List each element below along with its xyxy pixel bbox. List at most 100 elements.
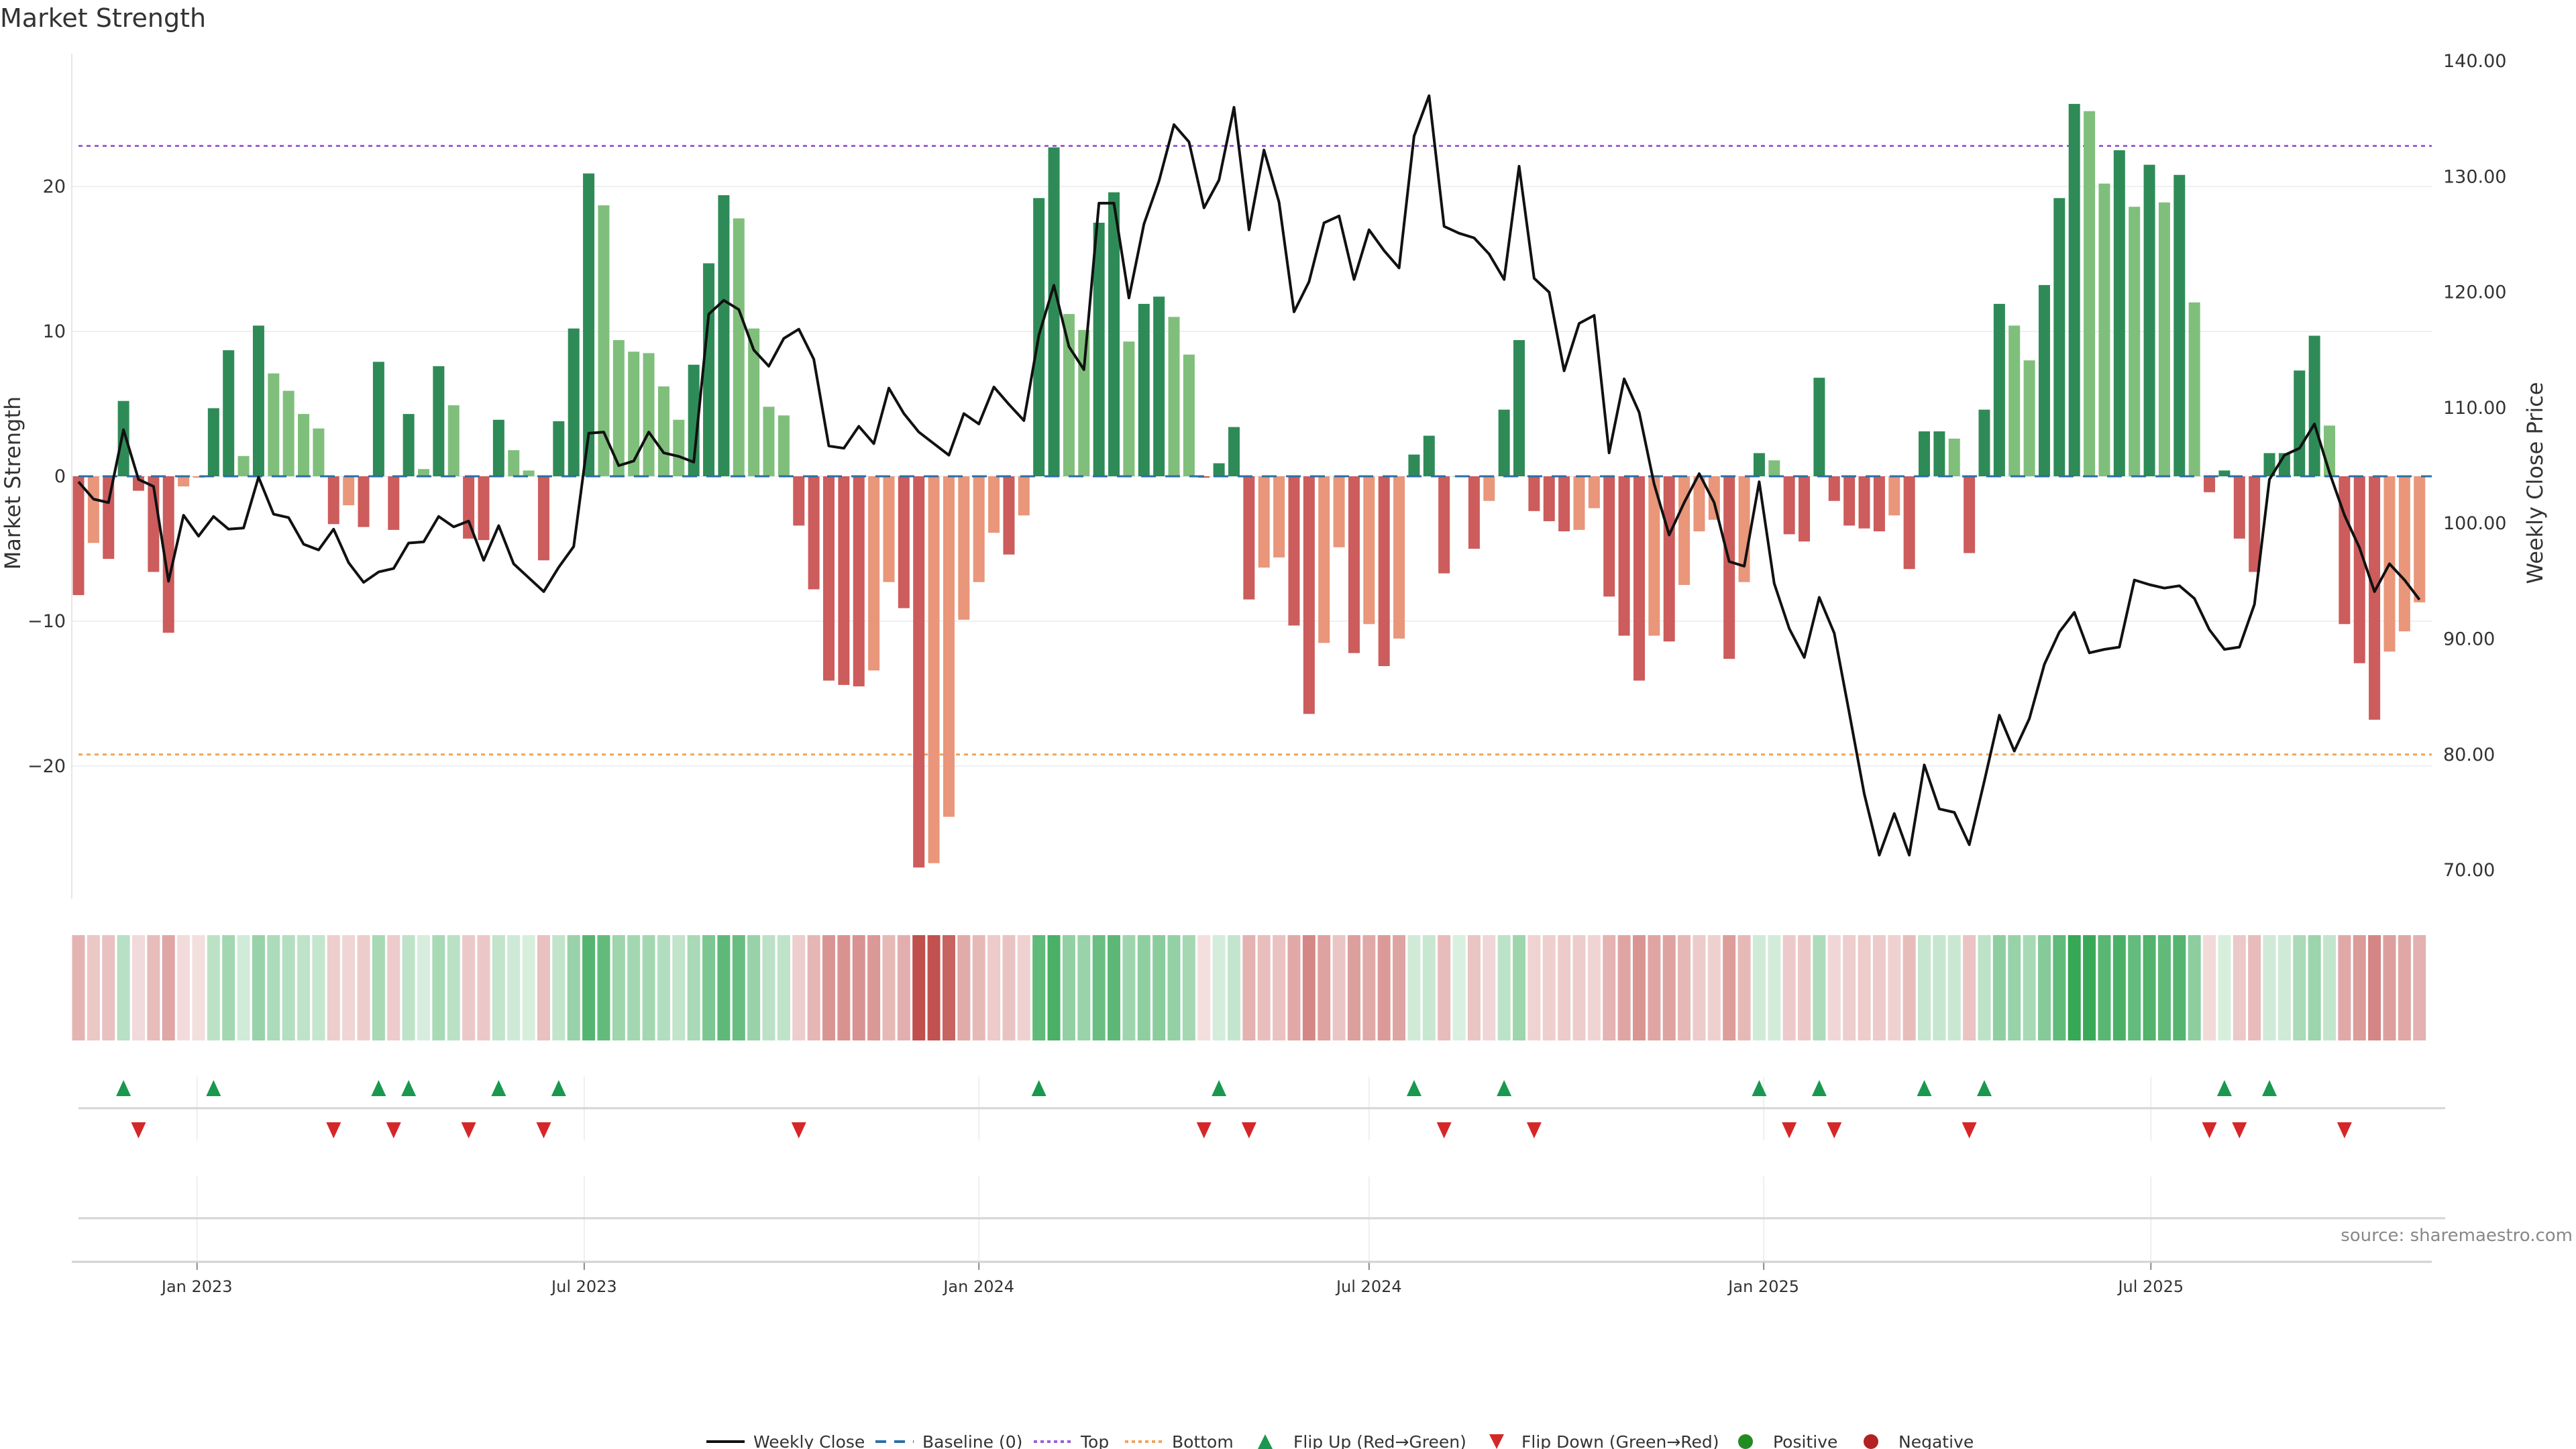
heatmap-cell: [732, 935, 745, 1040]
heatmap-cell: [402, 935, 415, 1040]
positive-bar: [703, 263, 715, 476]
heatmap-cell: [1617, 935, 1631, 1040]
positive-bar: [2263, 453, 2275, 476]
positive-bar: [1093, 223, 1105, 476]
positive-bar: [1513, 339, 1525, 476]
heatmap-cell: [747, 935, 761, 1040]
positive-bar: [673, 419, 685, 476]
negative-bar: [1573, 476, 1585, 530]
heatmap-cell: [1737, 935, 1751, 1040]
x-tick-label: Jan 2024: [942, 1277, 1014, 1296]
heatmap-cell: [1242, 935, 1256, 1040]
heatmap-cell: [927, 935, 941, 1040]
heatmap-cell: [1167, 935, 1181, 1040]
heatmap-cell: [1513, 935, 1526, 1040]
y2-tick-label: 100.00: [2443, 513, 2506, 534]
positive-bar: [718, 195, 730, 476]
negative-bar: [1018, 476, 1030, 516]
heatmap-cell: [2383, 935, 2396, 1040]
positive-bar: [418, 469, 430, 476]
heatmap-cell: [1438, 935, 1451, 1040]
heatmap-cell: [387, 935, 400, 1040]
heatmap-cell: [837, 935, 851, 1040]
heatmap-cell: [1632, 935, 1646, 1040]
heatmap-cell: [432, 935, 445, 1040]
negative-bar: [1723, 476, 1735, 659]
y-tick-label: −20: [28, 756, 66, 777]
heatmap-cell: [327, 935, 340, 1040]
heatmap-cell: [1002, 935, 1016, 1040]
heatmap-cell: [2112, 935, 2126, 1040]
flip-up-marker: [1212, 1080, 1227, 1096]
positive-bar: [2098, 183, 2110, 476]
negative-bar: [1243, 476, 1255, 600]
positive-bar: [598, 205, 610, 476]
strength-bars: [72, 103, 2432, 868]
heatmap-cell: [2188, 935, 2201, 1040]
heatmap-cell: [1662, 935, 1676, 1040]
flip-down-marker: [2232, 1122, 2247, 1138]
heatmap-cell: [702, 935, 716, 1040]
positive-bar: [657, 386, 669, 476]
positive-bar: [1063, 314, 1075, 476]
negative-bar: [1288, 476, 1300, 626]
positive-bar: [1138, 303, 1150, 476]
heatmap-cell: [1287, 935, 1301, 1040]
heatmap-cell: [2413, 935, 2426, 1040]
negative-bar: [2353, 476, 2365, 663]
negative-bar: [1528, 476, 1540, 511]
heatmap-cell: [102, 935, 115, 1040]
heatmap-cell: [252, 935, 265, 1040]
heatmap-cell: [1798, 935, 1811, 1040]
positive-bar: [553, 421, 565, 476]
heatmap-cell: [1407, 935, 1421, 1040]
negative-bar: [2369, 476, 2381, 720]
positive-bar: [282, 390, 294, 476]
heatmap-cell: [207, 935, 220, 1040]
heatmap-cell: [1527, 935, 1541, 1040]
x-axis: Jan 2023 Jul 2023 Jan 2024 Jul 2024 Jan 2025…: [72, 1260, 2432, 1296]
flip-down-marker: [791, 1122, 806, 1138]
flip-down-icon: [1489, 1434, 1504, 1449]
y2-axis-title: Weekly Close Price: [2522, 382, 2548, 584]
positive-bar: [748, 328, 760, 476]
heatmap-cell: [1963, 935, 1976, 1040]
heatmap-cell: [357, 935, 370, 1040]
positive-bar: [2068, 103, 2080, 476]
flip-down-marker: [461, 1122, 476, 1138]
heatmap-cell: [717, 935, 731, 1040]
negative-bar: [1438, 476, 1450, 574]
heatmap-cell: [2338, 935, 2351, 1040]
heatmap-cell: [2023, 935, 2036, 1040]
heatmap-cell: [942, 935, 955, 1040]
heatmap-cell: [147, 935, 160, 1040]
heatmap-cell: [522, 935, 535, 1040]
negative-bar: [1588, 476, 1600, 508]
positive-bar: [1213, 463, 1225, 476]
heatmap-cell: [177, 935, 191, 1040]
weekly-close-line: [77, 94, 2421, 857]
y-tick-label: 0: [54, 466, 66, 487]
heatmap-cell: [417, 935, 431, 1040]
negative-bar: [1348, 476, 1360, 653]
heatmap-cell: [2053, 935, 2066, 1040]
heatmap-cell: [1752, 935, 1766, 1040]
heatmap-cell: [1843, 935, 1856, 1040]
negative-bar: [943, 476, 955, 817]
heatmap-cell: [2353, 935, 2366, 1040]
y2-tick-label: 110.00: [2443, 398, 2506, 419]
chart-title: Market Strength: [0, 3, 206, 33]
negative-bar: [193, 476, 205, 478]
negative-bar: [1843, 476, 1856, 526]
heatmap-cell: [792, 935, 806, 1040]
legend-baseline: Baseline (0): [922, 1432, 1022, 1449]
positive-bar: [223, 350, 235, 476]
weekly-close-series: [77, 94, 2421, 857]
positive-bar: [372, 362, 384, 476]
negative-bar: [928, 476, 940, 863]
negative-bar: [793, 476, 805, 526]
y2-tick-label: 80.00: [2443, 745, 2495, 765]
flip-up-marker: [2262, 1080, 2277, 1096]
heatmap-cell: [1393, 935, 1406, 1040]
